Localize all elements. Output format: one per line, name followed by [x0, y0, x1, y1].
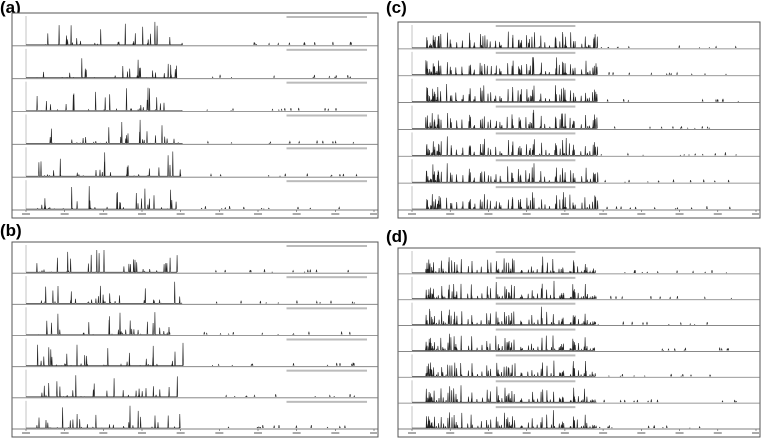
x-tick-text — [408, 213, 416, 215]
trace-caption — [495, 251, 576, 253]
spectrum-trace — [412, 410, 701, 429]
trace-caption — [286, 369, 368, 372]
spectrum-trace — [412, 57, 727, 76]
spectrum-trace — [26, 249, 349, 273]
x-tick-text — [370, 213, 378, 215]
x-tick-text — [675, 213, 684, 215]
x-tick-text — [99, 213, 108, 215]
trace-caption — [286, 180, 368, 183]
trace-caption — [286, 307, 368, 310]
spectrum-trace — [412, 136, 737, 156]
trace-caption — [286, 400, 368, 403]
trace-caption — [495, 354, 576, 357]
x-tick-text — [331, 213, 340, 215]
x-tick-text — [331, 432, 340, 434]
trace-caption — [286, 276, 368, 279]
x-tick-text — [138, 213, 146, 215]
trace-caption — [286, 245, 368, 247]
spectrum-trace — [412, 163, 730, 183]
spectrum-trace — [26, 119, 355, 144]
x-tick-text — [484, 213, 493, 215]
spectrum-trace — [412, 83, 739, 102]
spectrum-trace — [26, 87, 337, 111]
x-tick-text — [446, 213, 455, 215]
x-tick-text — [752, 432, 760, 434]
panel-label: (d) — [386, 227, 408, 246]
x-tick-text — [176, 213, 185, 215]
x-tick-text — [713, 432, 722, 434]
spectrum-trace — [412, 192, 731, 210]
x-tick-text — [713, 213, 722, 215]
x-tick-text — [446, 432, 455, 434]
trace-caption — [495, 105, 576, 108]
spectrum-trace — [412, 385, 737, 403]
x-tick-text — [60, 432, 69, 434]
x-tick-text — [637, 213, 646, 215]
trace-caption — [495, 159, 576, 162]
x-tick-text — [22, 213, 30, 215]
panel-frame — [397, 247, 761, 438]
x-tick-text — [215, 213, 224, 215]
spectrum-trace — [412, 280, 733, 300]
x-tick-text — [522, 213, 531, 215]
panel-label: (b) — [0, 221, 22, 240]
spectrum-trace — [26, 375, 356, 398]
spectrum-trace — [412, 306, 708, 325]
trace-caption — [495, 328, 576, 331]
trace-caption — [495, 132, 576, 135]
trace-caption — [495, 302, 576, 305]
x-tick-text — [599, 432, 608, 434]
panel-frame — [397, 21, 761, 219]
x-tick-text — [254, 213, 262, 215]
x-tick-text — [138, 432, 146, 434]
trace-caption — [495, 25, 576, 27]
x-tick-text — [675, 432, 684, 434]
x-tick-text — [176, 432, 185, 434]
trace-caption — [495, 406, 576, 409]
trace-caption — [286, 48, 368, 51]
x-tick-text — [99, 432, 108, 434]
spectrum-trace — [412, 256, 727, 274]
spectrum-trace — [26, 21, 352, 46]
trace-caption — [495, 78, 576, 81]
trace-caption — [286, 81, 368, 84]
trace-caption — [495, 276, 576, 279]
x-tick-text — [752, 213, 760, 215]
trace-caption — [286, 147, 368, 150]
trace-caption — [495, 51, 576, 54]
spectrum-trace — [26, 312, 351, 335]
x-tick-text — [254, 432, 262, 434]
spectrum-trace — [26, 151, 358, 177]
trace-caption — [495, 380, 576, 383]
spectrum-trace — [412, 31, 737, 49]
trace-caption — [495, 186, 576, 189]
spectrum-trace — [26, 281, 356, 304]
spectrum-trace — [26, 186, 340, 210]
x-tick-text — [215, 432, 224, 434]
x-tick-text — [292, 432, 301, 434]
trace-caption — [286, 16, 368, 18]
spectrum-trace — [26, 405, 346, 429]
x-tick-text — [408, 432, 416, 434]
x-tick-text — [522, 432, 531, 434]
trace-caption — [286, 114, 368, 117]
x-tick-text — [484, 432, 493, 434]
x-tick-text — [560, 213, 569, 215]
x-tick-text — [637, 432, 646, 434]
spectrum-trace — [26, 58, 352, 79]
x-tick-text — [560, 432, 569, 434]
spectrum-trace — [412, 333, 730, 351]
spectrum-trace — [412, 360, 712, 377]
trace-caption — [286, 338, 368, 341]
spectrum-trace — [26, 342, 355, 367]
x-tick-text — [60, 213, 69, 215]
x-tick-text — [22, 432, 30, 434]
x-tick-text — [292, 213, 301, 215]
spectrum-trace — [412, 109, 711, 129]
x-tick-text — [599, 213, 608, 215]
panel-label: (c) — [386, 0, 407, 17]
x-tick-text — [370, 432, 378, 434]
